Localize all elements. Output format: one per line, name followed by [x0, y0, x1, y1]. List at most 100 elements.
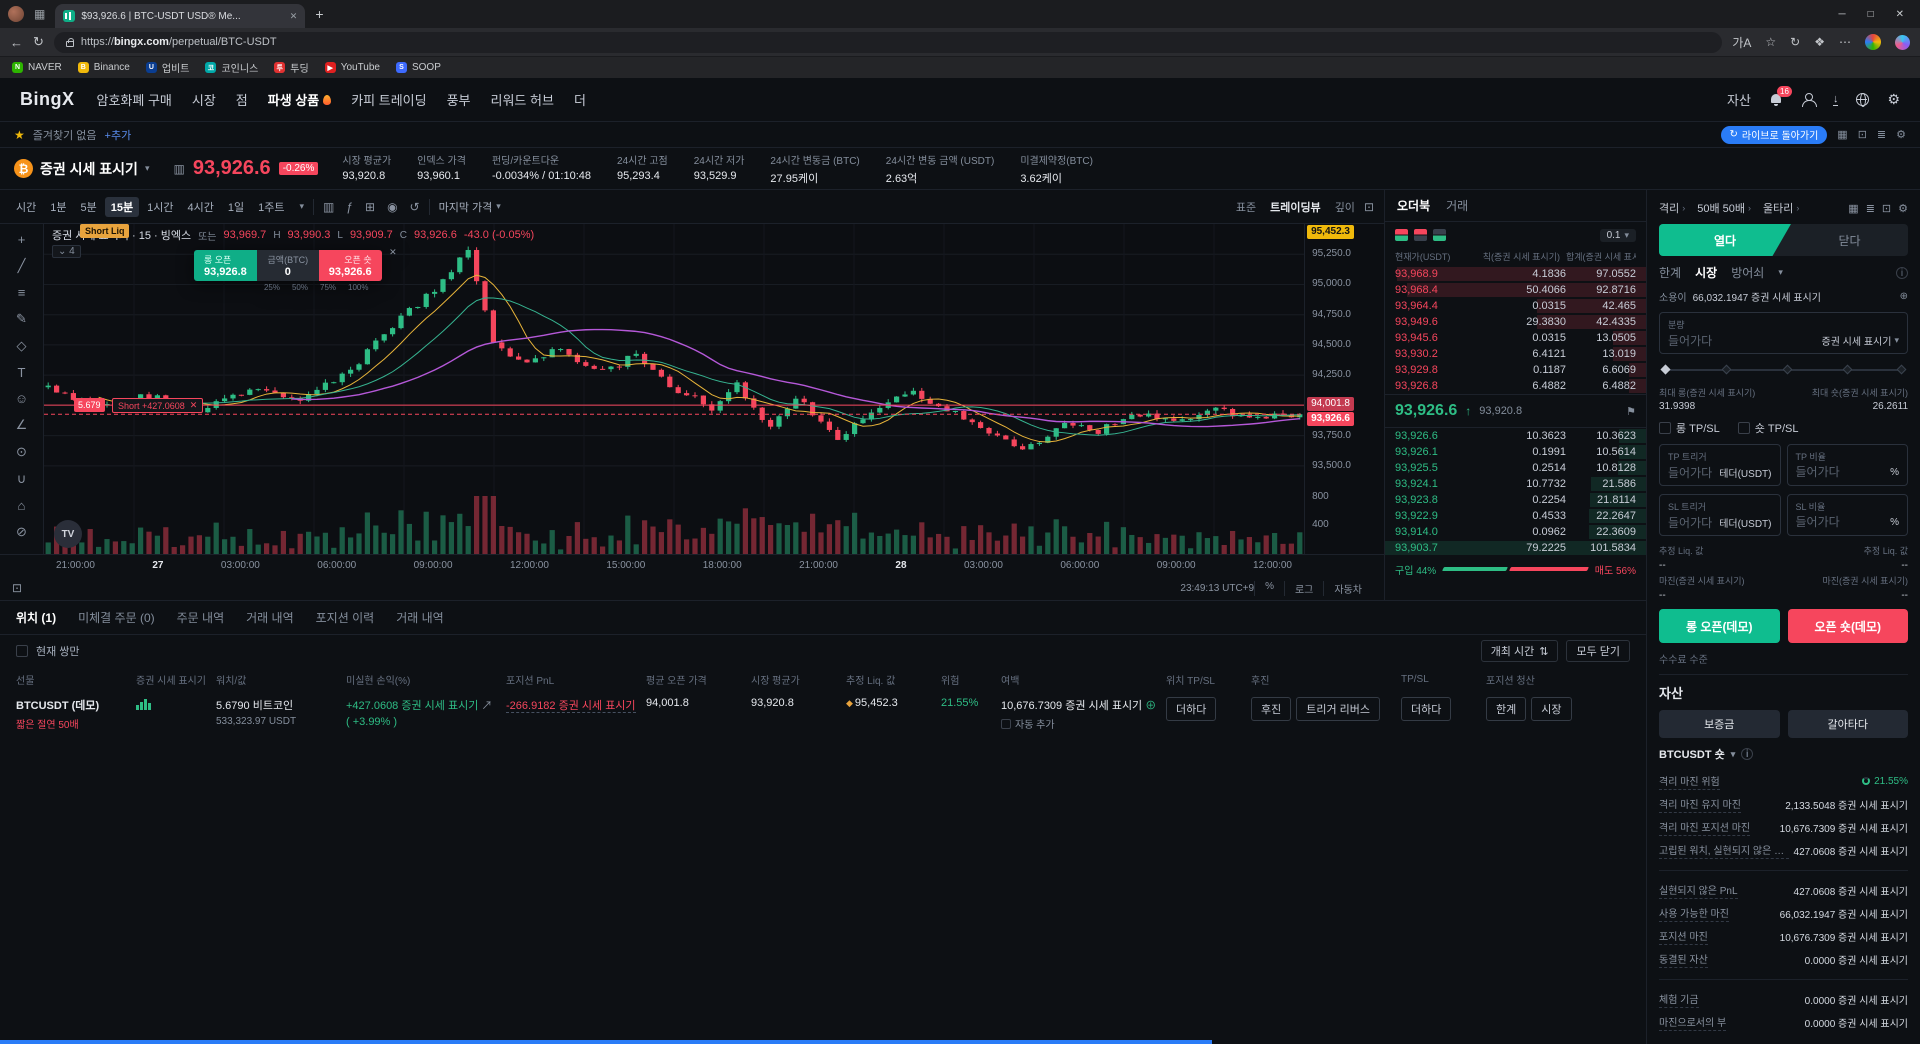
nav-item[interactable]: 시장	[192, 90, 216, 109]
ma-legend-chip[interactable]: ⌄ 4	[51, 245, 81, 258]
sl-trigger-input[interactable]	[1668, 515, 1716, 530]
view-mode-button[interactable]: 트레이딩뷰	[1270, 201, 1321, 214]
positions-tab[interactable]: 포지션 이력	[315, 611, 375, 625]
list-icon[interactable]: ≣	[1876, 129, 1887, 141]
ask-row[interactable]: 93,926.8 6.4882 6.4882	[1385, 378, 1646, 394]
translate-icon[interactable]: 가A	[1732, 35, 1752, 50]
percent-option[interactable]: 75%	[320, 283, 337, 292]
fee-level-link[interactable]: 수수료 수준	[1659, 655, 1708, 666]
scale-mode-option[interactable]: %	[1254, 580, 1284, 596]
ask-row[interactable]: 93,945.6 0.0315 13.0505	[1385, 330, 1646, 346]
expand-icon[interactable]: ⊡	[12, 581, 23, 595]
widget-settings-icon[interactable]: ⚙	[1896, 129, 1906, 141]
tp-trigger-input[interactable]	[1668, 465, 1716, 480]
trendline-icon[interactable]: ╱	[17, 258, 26, 273]
text-icon[interactable]: T	[17, 365, 26, 380]
tp-trigger-box[interactable]: TP 트리거 테더(USDT)	[1659, 444, 1781, 486]
sl-ratio-input[interactable]	[1795, 515, 1887, 529]
bid-row[interactable]: 93,925.5 0.2514 10.8128	[1385, 460, 1646, 476]
notifications-bell-icon[interactable]: 16	[1769, 85, 1792, 107]
indicators-icon[interactable]: ƒ	[346, 199, 353, 214]
bookmark-item[interactable]: 투 투딩	[274, 60, 309, 75]
tp-ratio-input[interactable]	[1795, 465, 1887, 479]
amount-unit-dropdown[interactable]: 증권 시세 표시기 ▾	[1821, 335, 1900, 348]
cell-ticker[interactable]	[136, 697, 216, 710]
nav-item[interactable]: 카피 트레이딩	[351, 90, 426, 109]
bingx-logo[interactable]: BingX	[20, 89, 75, 109]
nav-item[interactable]: 파생 상품	[268, 90, 332, 109]
info-icon[interactable]: i	[1896, 266, 1908, 279]
add-tpsl-button2[interactable]: 더하다	[1401, 697, 1452, 721]
calculator-icon[interactable]: ▦	[1848, 202, 1859, 215]
profile-icon[interactable]	[1801, 93, 1817, 107]
close-window-icon[interactable]: ✕	[1895, 8, 1904, 20]
reset-icon[interactable]: ↺	[409, 199, 420, 214]
close-tab[interactable]: 닫다	[1838, 233, 1861, 248]
order-type-tab[interactable]: 시장	[1695, 266, 1718, 280]
compare-icon[interactable]: ⊞	[365, 199, 376, 214]
open-time-sort-button[interactable]: 개최 시간 ⇅	[1480, 640, 1559, 662]
shapes-icon[interactable]: ◇	[16, 338, 27, 353]
add-tpsl-button[interactable]: 더하다	[1166, 697, 1217, 721]
orderbook-tab[interactable]: 오더북	[1397, 199, 1431, 213]
interval-button[interactable]: 1주트	[258, 201, 285, 214]
more-icon[interactable]: ⋯	[1839, 35, 1851, 49]
transfer-plus-icon[interactable]: ⊕	[1899, 291, 1908, 302]
position-pnl-tag[interactable]: Short +427.0608 ✕	[111, 398, 204, 413]
workspaces-icon[interactable]: ▦	[34, 7, 46, 21]
new-tab-icon[interactable]: +	[315, 6, 324, 22]
interval-button[interactable]: 15분	[104, 196, 140, 217]
scale-mode-option[interactable]: 자동차	[1323, 580, 1372, 596]
display-icon[interactable]: ⊡	[1881, 202, 1892, 215]
bid-row[interactable]: 93,924.1 10.7732 21.586	[1385, 476, 1646, 492]
nav-item[interactable]: 점	[236, 90, 248, 109]
positions-tab[interactable]: 주문 내역	[176, 611, 225, 625]
add-favorite-button[interactable]: +추가	[104, 129, 132, 142]
ask-row[interactable]: 93,964.4 0.0315 42.465	[1385, 298, 1646, 314]
interval-button[interactable]: 1일	[227, 201, 245, 214]
interval-button[interactable]: 5분	[80, 201, 97, 214]
open-short-button[interactable]: 오픈 숏(데모)	[1787, 609, 1908, 643]
minimize-icon[interactable]: ─	[1838, 8, 1846, 20]
ask-row[interactable]: 93,929.8 0.1187 6.6069	[1385, 362, 1646, 378]
brush-icon[interactable]: ✎	[16, 311, 27, 326]
fullscreen-icon[interactable]: ⊡	[1363, 199, 1374, 214]
close-market-button[interactable]: 시장	[1531, 697, 1572, 721]
last-price-dropdown[interactable]: 마지막 가격 ▾	[438, 201, 501, 214]
screenshot-icon[interactable]: ◉	[387, 199, 398, 214]
auto-add-checkbox[interactable]	[1001, 718, 1011, 729]
extensions-icon[interactable]: ❖	[1814, 35, 1825, 49]
order-type-tab[interactable]: 한계	[1659, 266, 1682, 280]
bookmark-item[interactable]: S SOOP	[395, 62, 441, 73]
margin-mode-option[interactable]: 50배 50배 ›	[1697, 203, 1752, 215]
orderbook-tab[interactable]: 거래	[1446, 199, 1469, 213]
nav-item[interactable]: 더	[574, 90, 586, 109]
back-icon[interactable]: ←	[10, 34, 23, 50]
bid-row[interactable]: 93,926.1 0.1991 10.5614	[1385, 444, 1646, 460]
nav-item[interactable]: 암호화폐 구매	[97, 90, 172, 109]
bookmark-item[interactable]: 코 코인니스	[205, 60, 258, 75]
percent-option[interactable]: 25%	[263, 283, 280, 292]
magnet-icon[interactable]: ∪	[16, 471, 27, 486]
interval-button[interactable]: 1분	[50, 201, 67, 214]
tradingview-logo[interactable]: TV	[53, 520, 82, 548]
download-icon[interactable]: ↓	[1832, 92, 1839, 106]
orderbook-mid[interactable]: 93,926.6 ↑ 93,920.8 ⚑	[1385, 394, 1646, 428]
position-size-tag[interactable]: 5.679	[73, 398, 105, 412]
precision-dropdown[interactable]: 0.1 ▾	[1599, 228, 1636, 242]
bid-row[interactable]: 93,914.0 0.0962 22.3609	[1385, 524, 1646, 540]
nav-item[interactable]: 리워드 허브	[491, 90, 554, 109]
view-mode-button[interactable]: 표준	[1235, 201, 1257, 214]
panel-icon[interactable]: ⊡	[1857, 129, 1867, 141]
long-tpsl-checkbox[interactable]: 롱 TP/SL	[1659, 420, 1720, 436]
sl-ratio-box[interactable]: SL 비율 %	[1786, 494, 1908, 536]
refresh-icon[interactable]: ↻	[33, 34, 44, 49]
bid-row[interactable]: 93,903.7 79.2225 101.5834	[1385, 540, 1646, 556]
address-bar[interactable]: https://bingx.com/perpetual/BTC-USDT	[53, 31, 1723, 53]
language-globe-icon[interactable]	[1856, 93, 1870, 107]
transfer-button[interactable]: 갈아타다	[1787, 710, 1908, 738]
fib-icon[interactable]: ≡	[17, 285, 26, 300]
price-scale[interactable]: 95,250.0 95,000.0 94,750.0 94,500.0 94,250.0…	[1304, 224, 1384, 554]
mini-chart-icon[interactable]: ▥	[173, 161, 185, 176]
